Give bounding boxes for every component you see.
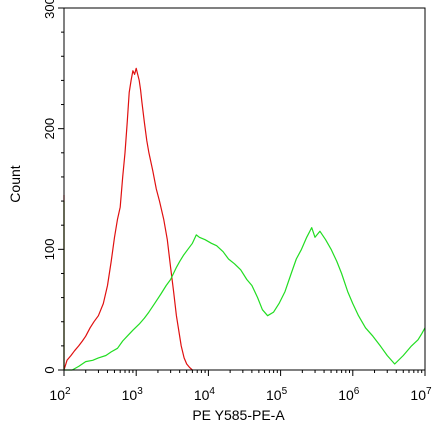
x-tick-label-1: 102 [49, 386, 71, 403]
y-tick-label-4: 300 [42, 0, 57, 19]
series-line-2 [63, 201, 426, 371]
x-tick-label-6: 107 [410, 386, 432, 403]
x-tick-label-5: 106 [338, 386, 360, 403]
y-axis-label: Count [7, 165, 23, 202]
y-tick-label-1: 0 [42, 366, 57, 373]
x-tick-label-2: 103 [122, 386, 144, 403]
plot-frame [63, 7, 426, 371]
axes-layer: 102 103 104 105 106 107 0 100 200 300 [42, 0, 432, 403]
y-tick-label-2: 100 [42, 238, 57, 260]
x-tick-label-3: 104 [194, 386, 216, 403]
y-tick-label-3: 200 [42, 118, 57, 140]
x-tick-label-4: 105 [266, 386, 288, 403]
series-layer [63, 67, 426, 371]
x-axis-label: PE Y585-PE-A [192, 407, 285, 423]
series-line-1 [63, 67, 193, 371]
